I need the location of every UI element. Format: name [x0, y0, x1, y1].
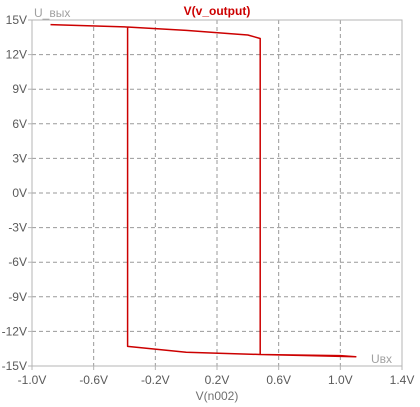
- x-tick-label: -0.6V: [79, 373, 108, 387]
- y-tick-label: 3V: [12, 151, 27, 165]
- x-axis-label: V(n002): [196, 389, 239, 403]
- y-tick-label: 6V: [12, 117, 27, 131]
- x-tick-label: 0.2V: [205, 373, 230, 387]
- x-tick-labels: -1.0V -0.6V -0.2V 0.2V 0.6V 1.0V 1.4V: [18, 366, 415, 387]
- x-tick-label: -0.2V: [141, 373, 170, 387]
- y-tick-label: -12V: [2, 324, 27, 338]
- y-tick-label: -3V: [8, 221, 27, 235]
- x-axis-annotation: Uвх: [371, 352, 392, 366]
- y-tick-label: 12V: [6, 48, 27, 62]
- chart-title: V(v_output): [184, 4, 251, 18]
- traces: [50, 23, 357, 358]
- y-tick-label: 9V: [12, 82, 27, 96]
- grid: [32, 20, 402, 366]
- y-tick-labels: 15V 12V 9V 6V 3V 0V -3V -6V -9V -12V -15V: [2, 13, 32, 373]
- y-tick-label: 0V: [12, 186, 27, 200]
- x-tick-label: 0.6V: [266, 373, 291, 387]
- y-axis-label: U_вых: [34, 6, 70, 20]
- x-tick-label: 1.0V: [328, 373, 353, 387]
- x-tick-label: -1.0V: [18, 373, 47, 387]
- y-tick-label: -6V: [8, 255, 27, 269]
- hysteresis-trace: [50, 23, 357, 358]
- x-tick-label: 1.4V: [390, 373, 415, 387]
- y-tick-label: 15V: [6, 13, 27, 27]
- y-tick-label: -15V: [2, 359, 27, 373]
- y-tick-label: -9V: [8, 290, 27, 304]
